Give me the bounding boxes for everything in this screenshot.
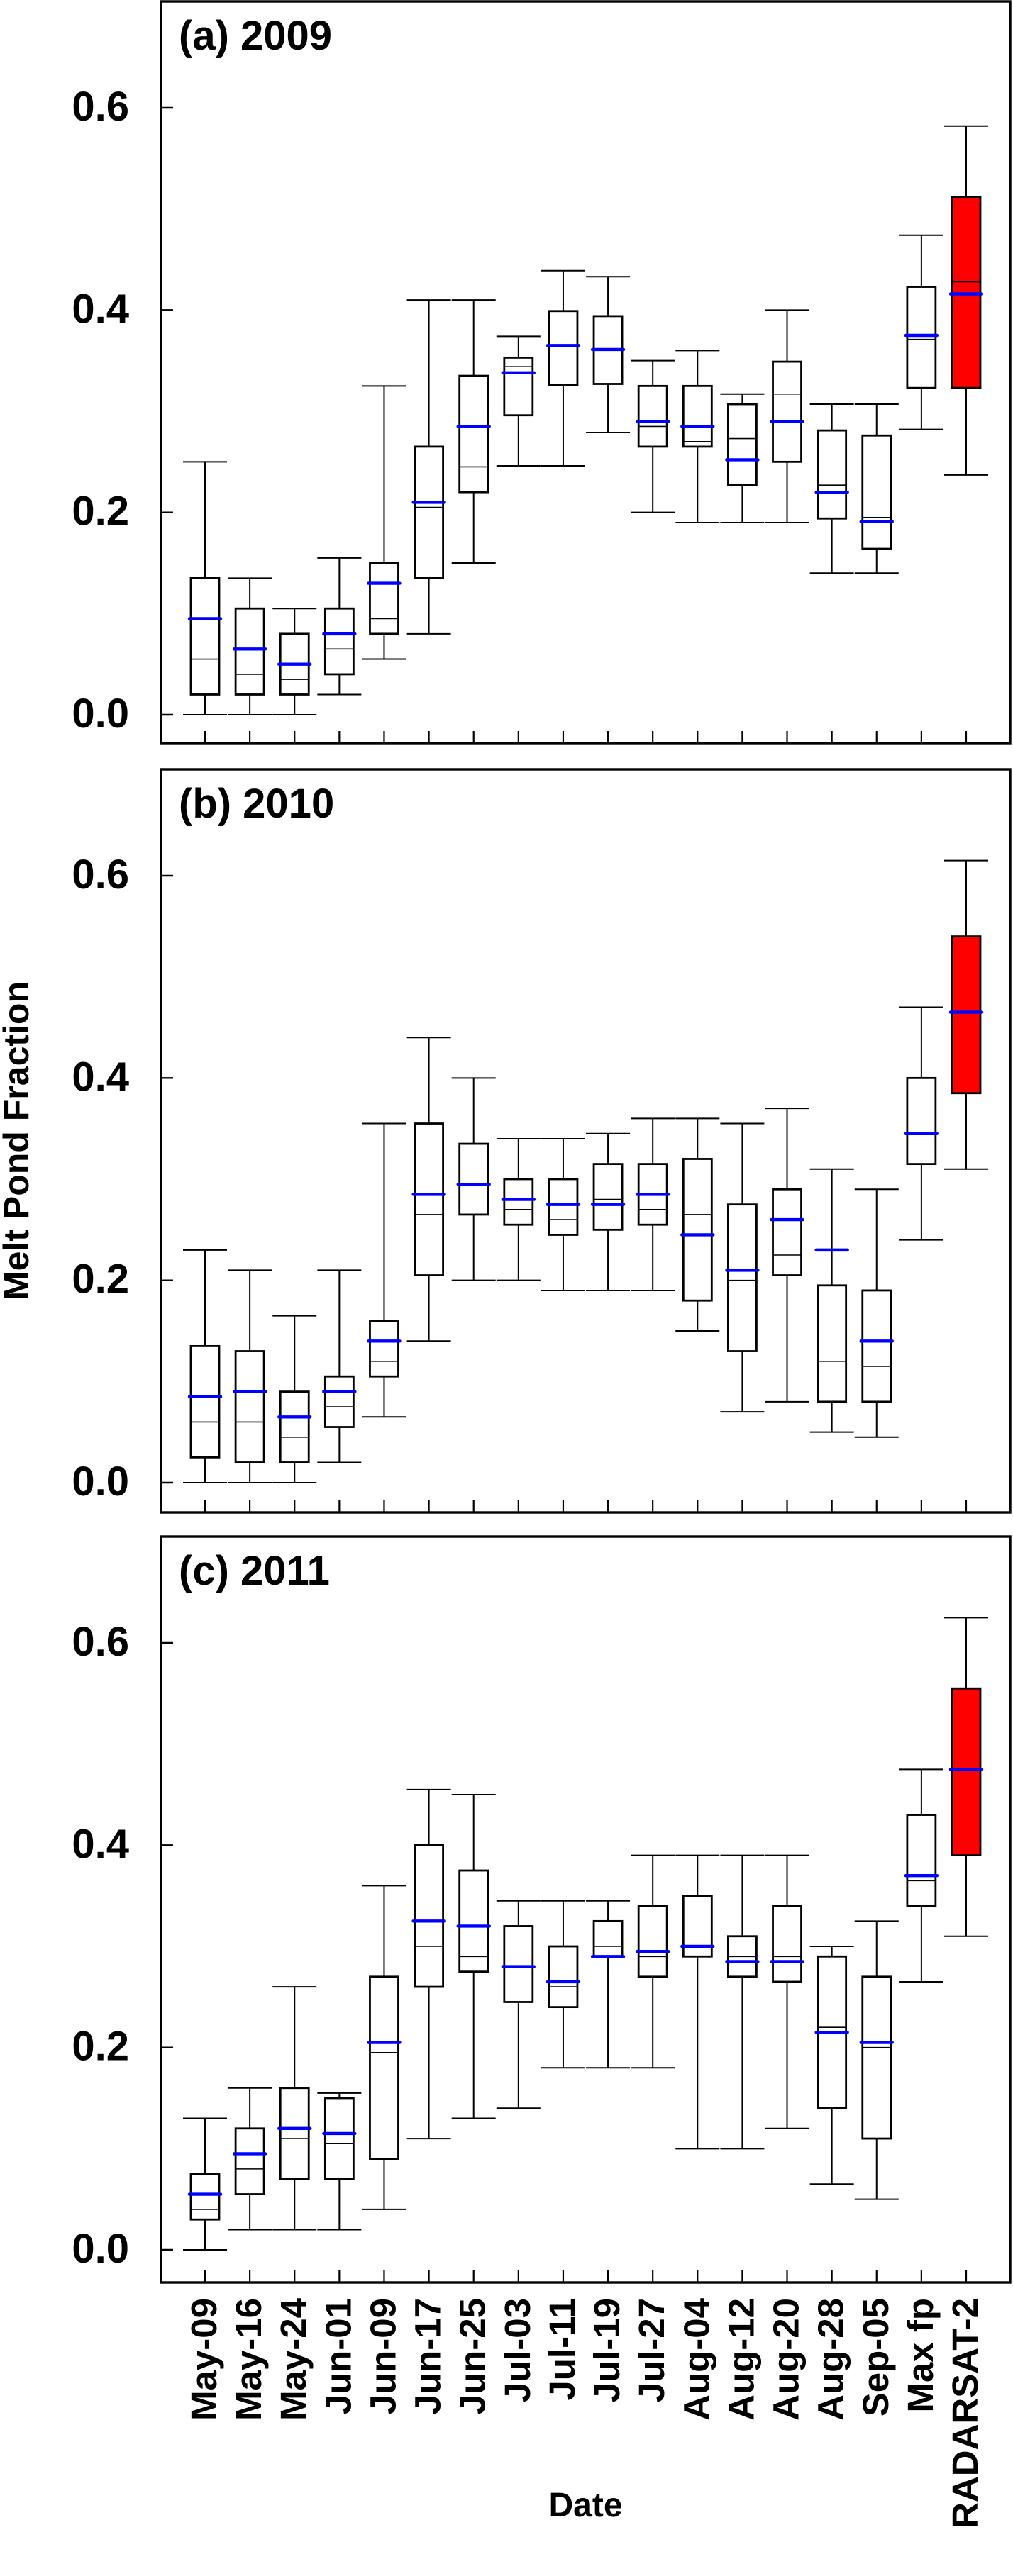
svg-text:0.4: 0.4 xyxy=(72,1821,129,1867)
svg-text:Melt Pond Fraction: Melt Pond Fraction xyxy=(0,981,36,1300)
svg-text:May-09: May-09 xyxy=(184,2298,224,2421)
svg-text:Max fp: Max fp xyxy=(900,2298,941,2413)
svg-text:(c) 2011: (c) 2011 xyxy=(179,1548,330,1594)
svg-text:May-16: May-16 xyxy=(228,2298,269,2421)
svg-text:Sep-05: Sep-05 xyxy=(856,2298,896,2416)
svg-text:0.6: 0.6 xyxy=(72,852,129,898)
svg-text:0.6: 0.6 xyxy=(72,84,129,130)
svg-text:Aug-04: Aug-04 xyxy=(676,2297,716,2420)
svg-text:0.0: 0.0 xyxy=(72,691,129,737)
svg-text:Jul-27: Jul-27 xyxy=(631,2298,672,2402)
svg-text:Aug-28: Aug-28 xyxy=(811,2298,851,2421)
svg-text:Date: Date xyxy=(548,2487,622,2524)
svg-text:0.4: 0.4 xyxy=(72,286,129,332)
svg-text:0.2: 0.2 xyxy=(72,489,129,535)
svg-text:RADARSAT-2: RADARSAT-2 xyxy=(945,2298,985,2528)
svg-text:0.4: 0.4 xyxy=(72,1054,129,1100)
svg-text:(b) 2010: (b) 2010 xyxy=(179,781,334,827)
svg-text:0.2: 0.2 xyxy=(72,1256,129,1303)
svg-text:Aug-20: Aug-20 xyxy=(766,2298,807,2421)
svg-text:Jul-11: Jul-11 xyxy=(542,2298,582,2401)
svg-text:Jun-01: Jun-01 xyxy=(318,2298,358,2414)
svg-text:0.0: 0.0 xyxy=(72,1459,129,1505)
svg-text:0.6: 0.6 xyxy=(72,1619,129,1665)
svg-text:Jul-03: Jul-03 xyxy=(497,2298,538,2402)
svg-text:0.0: 0.0 xyxy=(72,2226,129,2272)
svg-text:Jun-25: Jun-25 xyxy=(453,2298,493,2414)
svg-text:May-24: May-24 xyxy=(273,2297,314,2421)
svg-text:0.2: 0.2 xyxy=(72,2024,129,2070)
svg-text:Jun-09: Jun-09 xyxy=(362,2298,403,2414)
svg-text:Jul-19: Jul-19 xyxy=(587,2298,627,2402)
svg-text:(a) 2009: (a) 2009 xyxy=(179,13,332,59)
svg-text:Jun-17: Jun-17 xyxy=(408,2298,448,2414)
svg-text:Aug-12: Aug-12 xyxy=(721,2298,761,2421)
